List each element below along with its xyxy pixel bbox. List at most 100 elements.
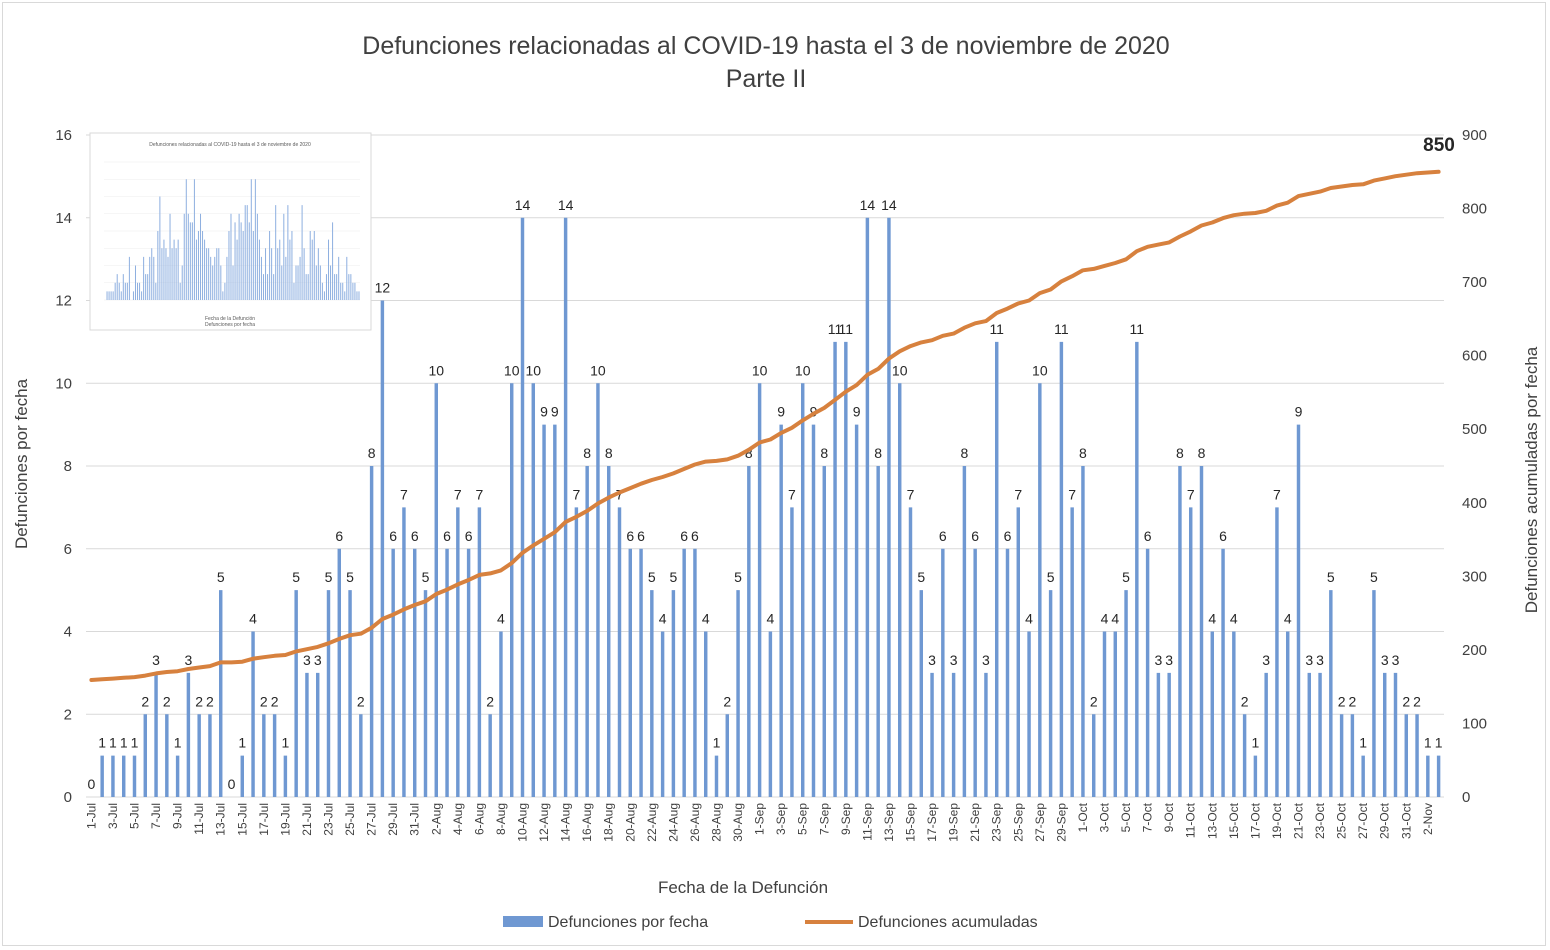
bar bbox=[1339, 714, 1344, 797]
bar-data-label: 7 bbox=[788, 486, 796, 502]
bar bbox=[434, 383, 439, 797]
bar bbox=[369, 466, 374, 797]
bar-data-label: 1 bbox=[120, 735, 128, 751]
inset-chart-thumbnail: Defunciones relacionadas al COVID-19 has… bbox=[89, 132, 372, 331]
inset-bar bbox=[139, 282, 141, 300]
bar bbox=[650, 590, 654, 797]
inset-bar bbox=[328, 239, 330, 300]
inset-bar bbox=[226, 256, 228, 300]
bar bbox=[1048, 590, 1053, 797]
x-tick-label: 17-Jul bbox=[257, 803, 271, 836]
legend-bar-label: Defunciones por fecha bbox=[548, 914, 708, 931]
bar bbox=[1135, 341, 1139, 797]
inset-bar bbox=[291, 231, 293, 300]
bar bbox=[617, 507, 622, 797]
bar bbox=[574, 507, 579, 797]
bar-data-label: 0 bbox=[87, 776, 95, 792]
y2-tick-label: 300 bbox=[1462, 568, 1487, 585]
inset-bar bbox=[356, 291, 358, 300]
bar bbox=[175, 755, 180, 797]
inset-bar bbox=[202, 231, 204, 300]
bar-data-label: 6 bbox=[637, 528, 645, 544]
inset-bar bbox=[218, 248, 220, 300]
bar-data-label: 10 bbox=[892, 362, 908, 378]
x-tick-label: 1-Sep bbox=[753, 803, 767, 835]
bar bbox=[186, 672, 191, 797]
inset-bar bbox=[289, 239, 291, 300]
bar-data-label: 7 bbox=[454, 486, 462, 502]
bar bbox=[563, 217, 568, 797]
y-tick-label: 8 bbox=[64, 458, 72, 475]
x-axis-title: Fecha de la Defunción bbox=[658, 878, 828, 897]
bar bbox=[315, 672, 320, 797]
bar-data-label: 8 bbox=[960, 445, 968, 461]
x-tick-label: 15-Jul bbox=[235, 803, 249, 836]
inset-bar bbox=[228, 231, 230, 300]
bar bbox=[800, 383, 805, 797]
inset-bar bbox=[283, 213, 285, 300]
inset-bar bbox=[163, 239, 165, 300]
bar bbox=[1081, 466, 1085, 797]
bar bbox=[790, 507, 794, 797]
x-tick-label: 25-Jul bbox=[343, 803, 357, 836]
bar-data-label: 2 bbox=[1413, 693, 1421, 709]
bar-data-label: 2 bbox=[1090, 693, 1098, 709]
x-tick-label: 1-Jul bbox=[84, 803, 98, 829]
bar bbox=[941, 548, 945, 797]
x-tick-label: 18-Aug bbox=[602, 803, 616, 842]
bar bbox=[456, 507, 460, 797]
x-tick-label: 3-Sep bbox=[774, 803, 788, 835]
bar bbox=[272, 714, 277, 797]
bar-data-label: 2 bbox=[206, 693, 214, 709]
bar bbox=[466, 548, 471, 797]
bar-data-label: 8 bbox=[1176, 445, 1184, 461]
bar-data-label: 5 bbox=[669, 569, 677, 585]
inset-legend: Defunciones por fecha bbox=[205, 322, 255, 328]
bar-data-label: 6 bbox=[1219, 528, 1227, 544]
inset-bar bbox=[309, 231, 311, 300]
bar bbox=[606, 466, 611, 797]
bar bbox=[208, 714, 212, 797]
bar-series bbox=[100, 217, 1441, 797]
bar-data-label: 5 bbox=[1327, 569, 1335, 585]
x-tick-label: 27-Oct bbox=[1356, 802, 1370, 839]
inset-bar bbox=[240, 222, 242, 300]
inset-bar bbox=[106, 291, 108, 300]
bar-data-label: 6 bbox=[411, 528, 419, 544]
bar-data-label: 12 bbox=[375, 280, 391, 296]
inset-bar bbox=[173, 239, 175, 300]
x-tick-label: 24-Aug bbox=[666, 803, 680, 842]
inset-bar bbox=[193, 179, 195, 300]
inset-bar bbox=[137, 282, 139, 300]
inset-bar bbox=[132, 291, 134, 300]
bar bbox=[1210, 631, 1215, 797]
x-tick-label: 15-Oct bbox=[1227, 802, 1241, 839]
bar-data-label: 3 bbox=[1316, 652, 1324, 668]
bar bbox=[1285, 631, 1290, 797]
inset-bar bbox=[334, 274, 336, 300]
bar bbox=[1221, 548, 1225, 797]
bar-data-label: 6 bbox=[626, 528, 634, 544]
bar-data-label: 2 bbox=[163, 693, 171, 709]
y2-axis-title: Defunciones acumuladas por fecha bbox=[1522, 346, 1541, 613]
bar-data-label: 2 bbox=[141, 693, 149, 709]
bar-data-label: 1 bbox=[131, 735, 139, 751]
bar-data-label: 3 bbox=[303, 652, 311, 668]
x-tick-label: 26-Aug bbox=[688, 803, 702, 842]
inset-bar bbox=[348, 274, 350, 300]
bar bbox=[520, 217, 525, 797]
bar bbox=[1404, 714, 1409, 797]
bar-data-label: 8 bbox=[820, 445, 828, 461]
bar-data-label: 3 bbox=[928, 652, 936, 668]
bar-data-label: 8 bbox=[1079, 445, 1087, 461]
bar-data-label: 8 bbox=[583, 445, 591, 461]
legend-bar-swatch bbox=[503, 916, 543, 927]
inset-bar bbox=[244, 205, 246, 300]
bar-data-label: 4 bbox=[1101, 611, 1109, 627]
bar bbox=[1436, 755, 1441, 797]
bar bbox=[1102, 631, 1107, 797]
inset-bar bbox=[342, 282, 344, 300]
bar-data-label: 5 bbox=[217, 569, 225, 585]
x-tick-label: 5-Jul bbox=[128, 803, 142, 829]
